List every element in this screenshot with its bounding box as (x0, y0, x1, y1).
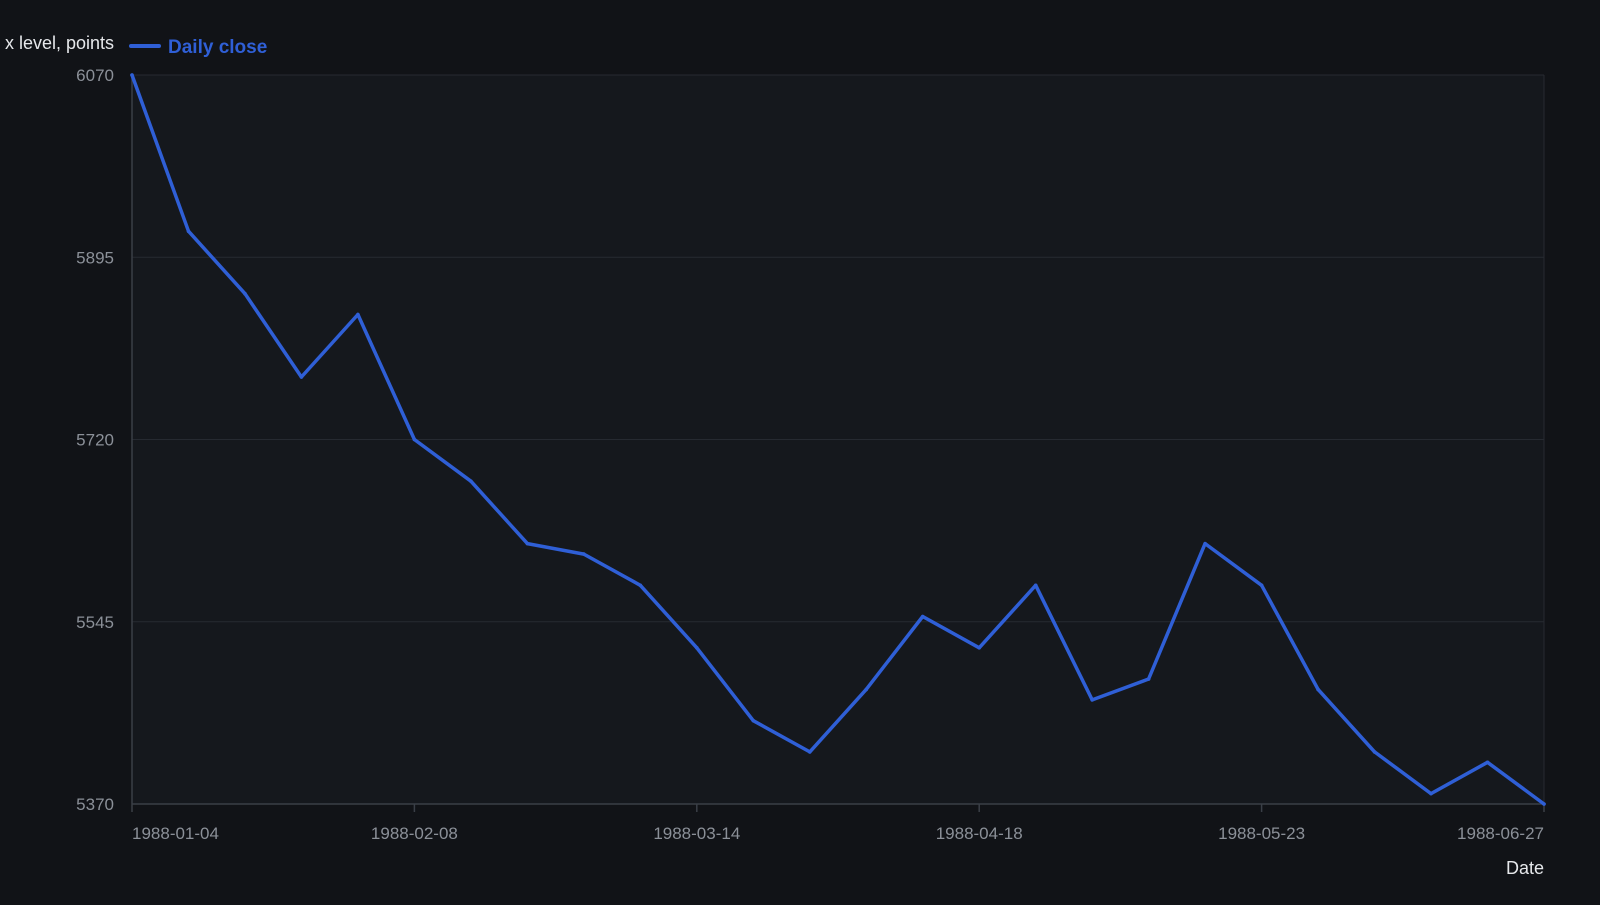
data-point (469, 479, 473, 483)
y-tick-label: 5545 (76, 613, 114, 632)
data-point (1146, 677, 1151, 681)
legend-label: Daily close (168, 37, 267, 58)
data-point (977, 645, 981, 650)
y-axis-ticks: 5370 5545 5720 5895 6070 (76, 66, 114, 814)
data-point (864, 687, 869, 692)
data-point (1033, 583, 1038, 588)
data-point (1429, 791, 1433, 796)
data-point (920, 614, 925, 619)
data-point (1316, 687, 1320, 692)
y-tick-label: 6070 (76, 66, 114, 85)
x-tick-label: 1988-03-14 (653, 824, 740, 843)
x-axis-label: Date (1506, 858, 1544, 878)
data-point (1259, 583, 1264, 588)
data-point (130, 73, 134, 77)
data-point (751, 718, 756, 723)
data-point (1372, 750, 1377, 754)
data-point (807, 750, 812, 754)
series-line-daily-close (130, 73, 1546, 806)
data-point (186, 229, 191, 234)
x-tick-label: 1988-06-27 (1457, 824, 1544, 843)
x-axis: 1988-01-04 1988-02-08 1988-03-14 1988-04-18… (131, 75, 1545, 843)
y-tick-label: 5720 (76, 431, 114, 450)
y-axis-label: x level, points (5, 33, 114, 53)
x-tick-label: 1988-01-04 (132, 824, 219, 843)
data-point (582, 552, 586, 556)
data-point (695, 645, 699, 650)
data-point (243, 291, 247, 296)
series-layer (130, 73, 1546, 806)
data-point (638, 583, 643, 588)
data-point (1542, 802, 1546, 806)
data-point (1203, 541, 1207, 546)
data-point (299, 375, 304, 379)
data-point (356, 312, 360, 317)
x-tick-label: 1988-04-18 (936, 824, 1023, 843)
x-tick-label: 1988-02-08 (371, 824, 458, 843)
data-point (1090, 698, 1094, 702)
x-tick-label: 1988-05-23 (1218, 824, 1305, 843)
data-point (1485, 760, 1490, 765)
data-point (525, 541, 530, 546)
y-tick-label: 5895 (76, 248, 114, 267)
data-point (412, 437, 417, 442)
y-tick-label: 5370 (76, 795, 114, 814)
